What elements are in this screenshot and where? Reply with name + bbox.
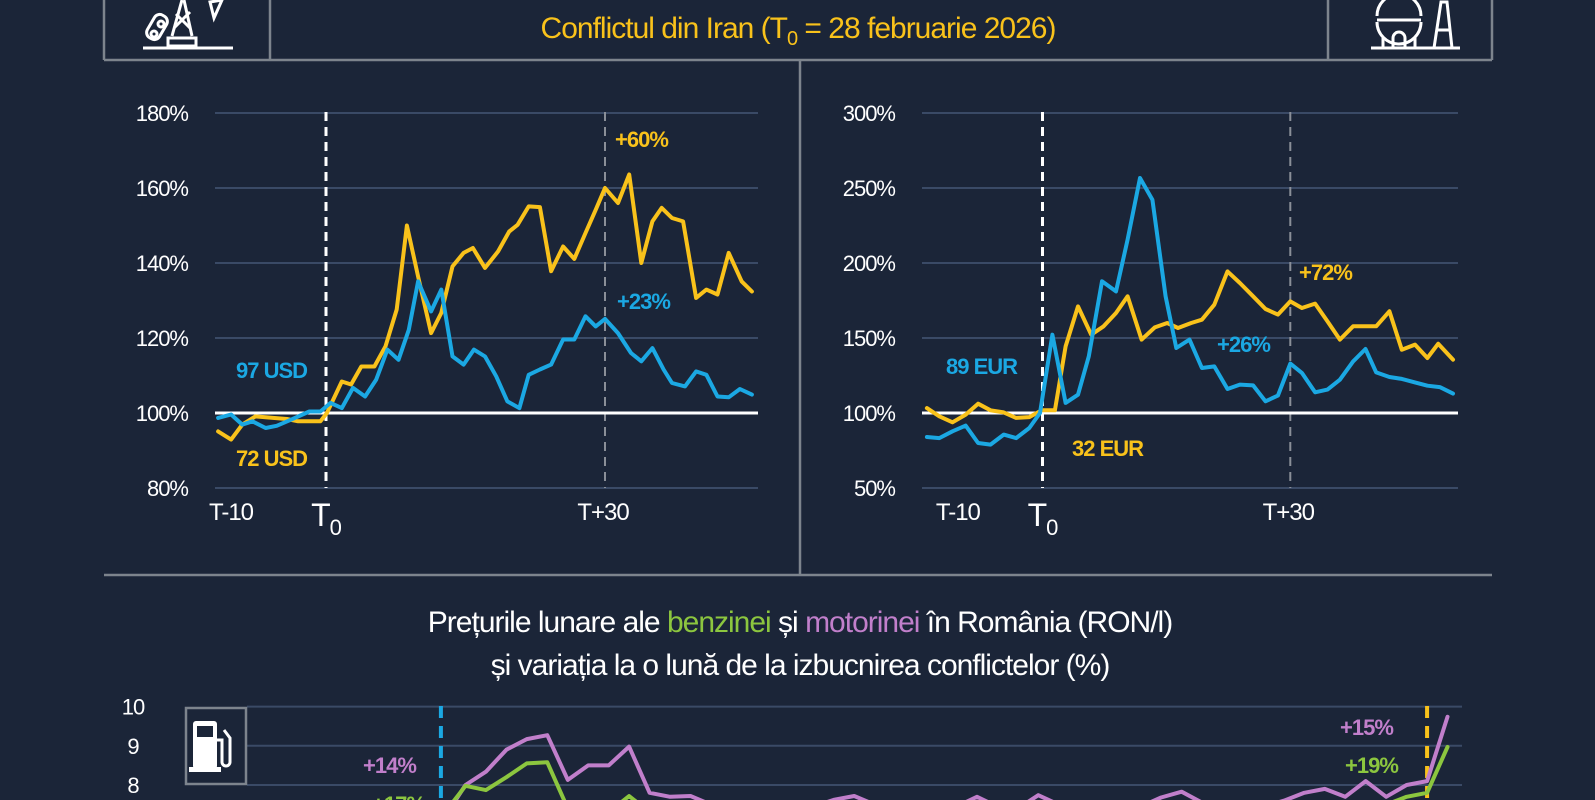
y-tick-label: 150% xyxy=(843,326,896,351)
gas-refinery-icon xyxy=(1371,0,1460,50)
x-tick-label: T-10 xyxy=(209,499,254,526)
change-label: +72% xyxy=(1299,260,1352,285)
start-value-label: +17% xyxy=(372,792,425,800)
y-tick-label: 80% xyxy=(147,476,188,501)
y-tick-label: 100% xyxy=(136,401,189,426)
y-tick-label: 300% xyxy=(843,101,896,126)
series-line-yellow xyxy=(216,172,754,442)
start-value-label: +14% xyxy=(363,753,416,778)
series-line-blue xyxy=(216,279,754,430)
y-tick-label: 200% xyxy=(843,251,896,276)
series-line-green xyxy=(452,745,1450,800)
series-line-yellow xyxy=(924,269,1455,425)
x-tick-label: T0 xyxy=(1028,497,1059,540)
change-label: +19% xyxy=(1345,753,1398,778)
x-tick-text: T+30 xyxy=(1263,499,1315,526)
header-frame xyxy=(102,0,1494,577)
change-label: +15% xyxy=(1340,715,1393,740)
series-line-purple xyxy=(453,714,1450,800)
header-title: Conflictul din Iran (T0 = 28 februarie 2… xyxy=(541,12,1056,50)
start-value-label: 97 USD xyxy=(236,358,307,383)
change-label: +23% xyxy=(617,289,670,314)
start-value-label: 72 USD xyxy=(236,446,307,471)
y-tick-label: 8 xyxy=(127,773,139,798)
x-tick-label: T+30 xyxy=(577,499,629,526)
y-tick-label: 100% xyxy=(843,401,896,426)
change-label: +60% xyxy=(615,127,668,152)
fuel-price-chart: 10 9 8 +14% +15% +17% +19% xyxy=(122,695,1462,800)
x-tick-text: T xyxy=(311,497,330,533)
x-tick-text: T-10 xyxy=(936,499,981,526)
y-tick-label: 120% xyxy=(136,326,189,351)
oil-rig-icon xyxy=(143,0,233,50)
y-tick-label: 50% xyxy=(854,476,895,501)
x-tick-label: T0 xyxy=(311,497,342,540)
fuel-chart-title-line2: și variația la o lună de la izbucnirea c… xyxy=(491,649,1110,682)
oil-price-chart: 180% 160% 140% 120% 100% 80% T-10 T0 T+30 72 USD +… xyxy=(136,101,758,540)
x-tick-text: T+30 xyxy=(577,499,629,526)
change-label: +26% xyxy=(1217,332,1270,357)
y-tick-label: 9 xyxy=(127,734,139,759)
y-tick-label: 140% xyxy=(136,251,189,276)
x-tick-subscript: 0 xyxy=(330,515,342,540)
x-tick-subscript: 0 xyxy=(1046,515,1058,540)
gas-price-chart: 300% 250% 200% 150% 100% 50% T-10 T0 T+30 32 EUR +… xyxy=(843,101,1458,540)
y-tick-label: 10 xyxy=(122,695,145,720)
start-value-label: 89 EUR xyxy=(946,354,1018,379)
x-tick-label: T-10 xyxy=(936,499,981,526)
y-tick-label: 160% xyxy=(136,176,189,201)
start-value-label: 32 EUR xyxy=(1072,436,1144,461)
fuel-chart-title-line1: Prețurile lunare ale benzinei și motorin… xyxy=(428,606,1172,639)
x-tick-text: T-10 xyxy=(209,499,254,526)
x-tick-label: T+30 xyxy=(1263,499,1315,526)
series-line-blue xyxy=(924,176,1455,447)
x-tick-text: T xyxy=(1028,497,1047,533)
fuel-pump-icon xyxy=(184,706,248,786)
y-tick-label: 250% xyxy=(843,176,896,201)
y-tick-label: 180% xyxy=(136,101,189,126)
